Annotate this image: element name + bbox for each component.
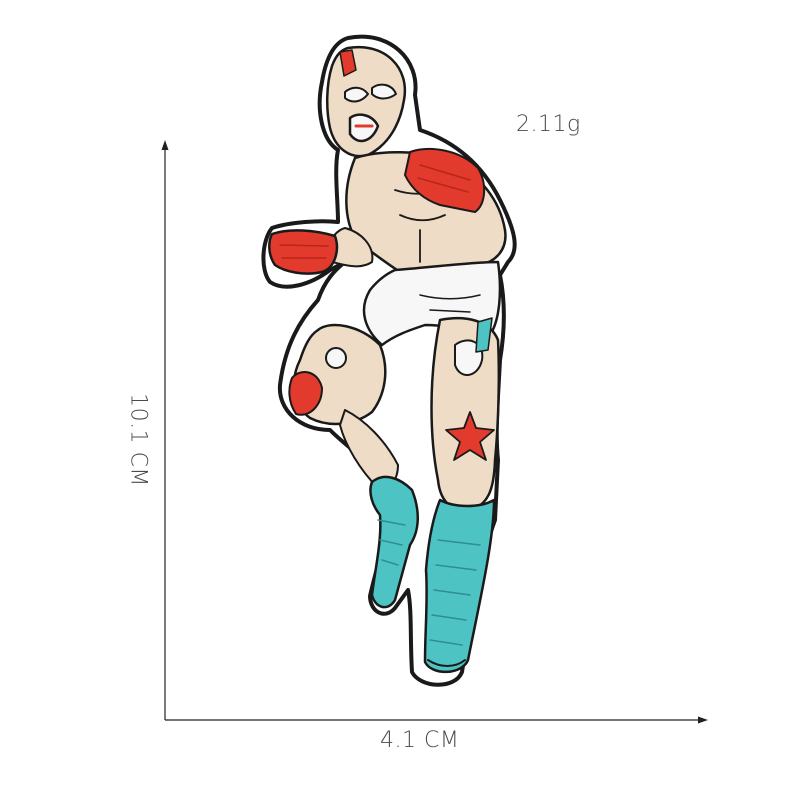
weight-label: 2.11g — [516, 112, 581, 137]
standing-leg — [430, 316, 501, 512]
height-arrow — [161, 140, 169, 720]
star-icon — [445, 411, 495, 461]
width-arrow — [165, 716, 708, 724]
left-boot — [369, 475, 419, 609]
fist-chest — [404, 148, 486, 213]
wrestler-patch — [261, 34, 517, 687]
glove — [268, 229, 339, 275]
width-label: 4.1 CM — [380, 728, 460, 753]
right-boot — [423, 498, 496, 674]
height-label: 10.1 CM — [125, 393, 151, 487]
